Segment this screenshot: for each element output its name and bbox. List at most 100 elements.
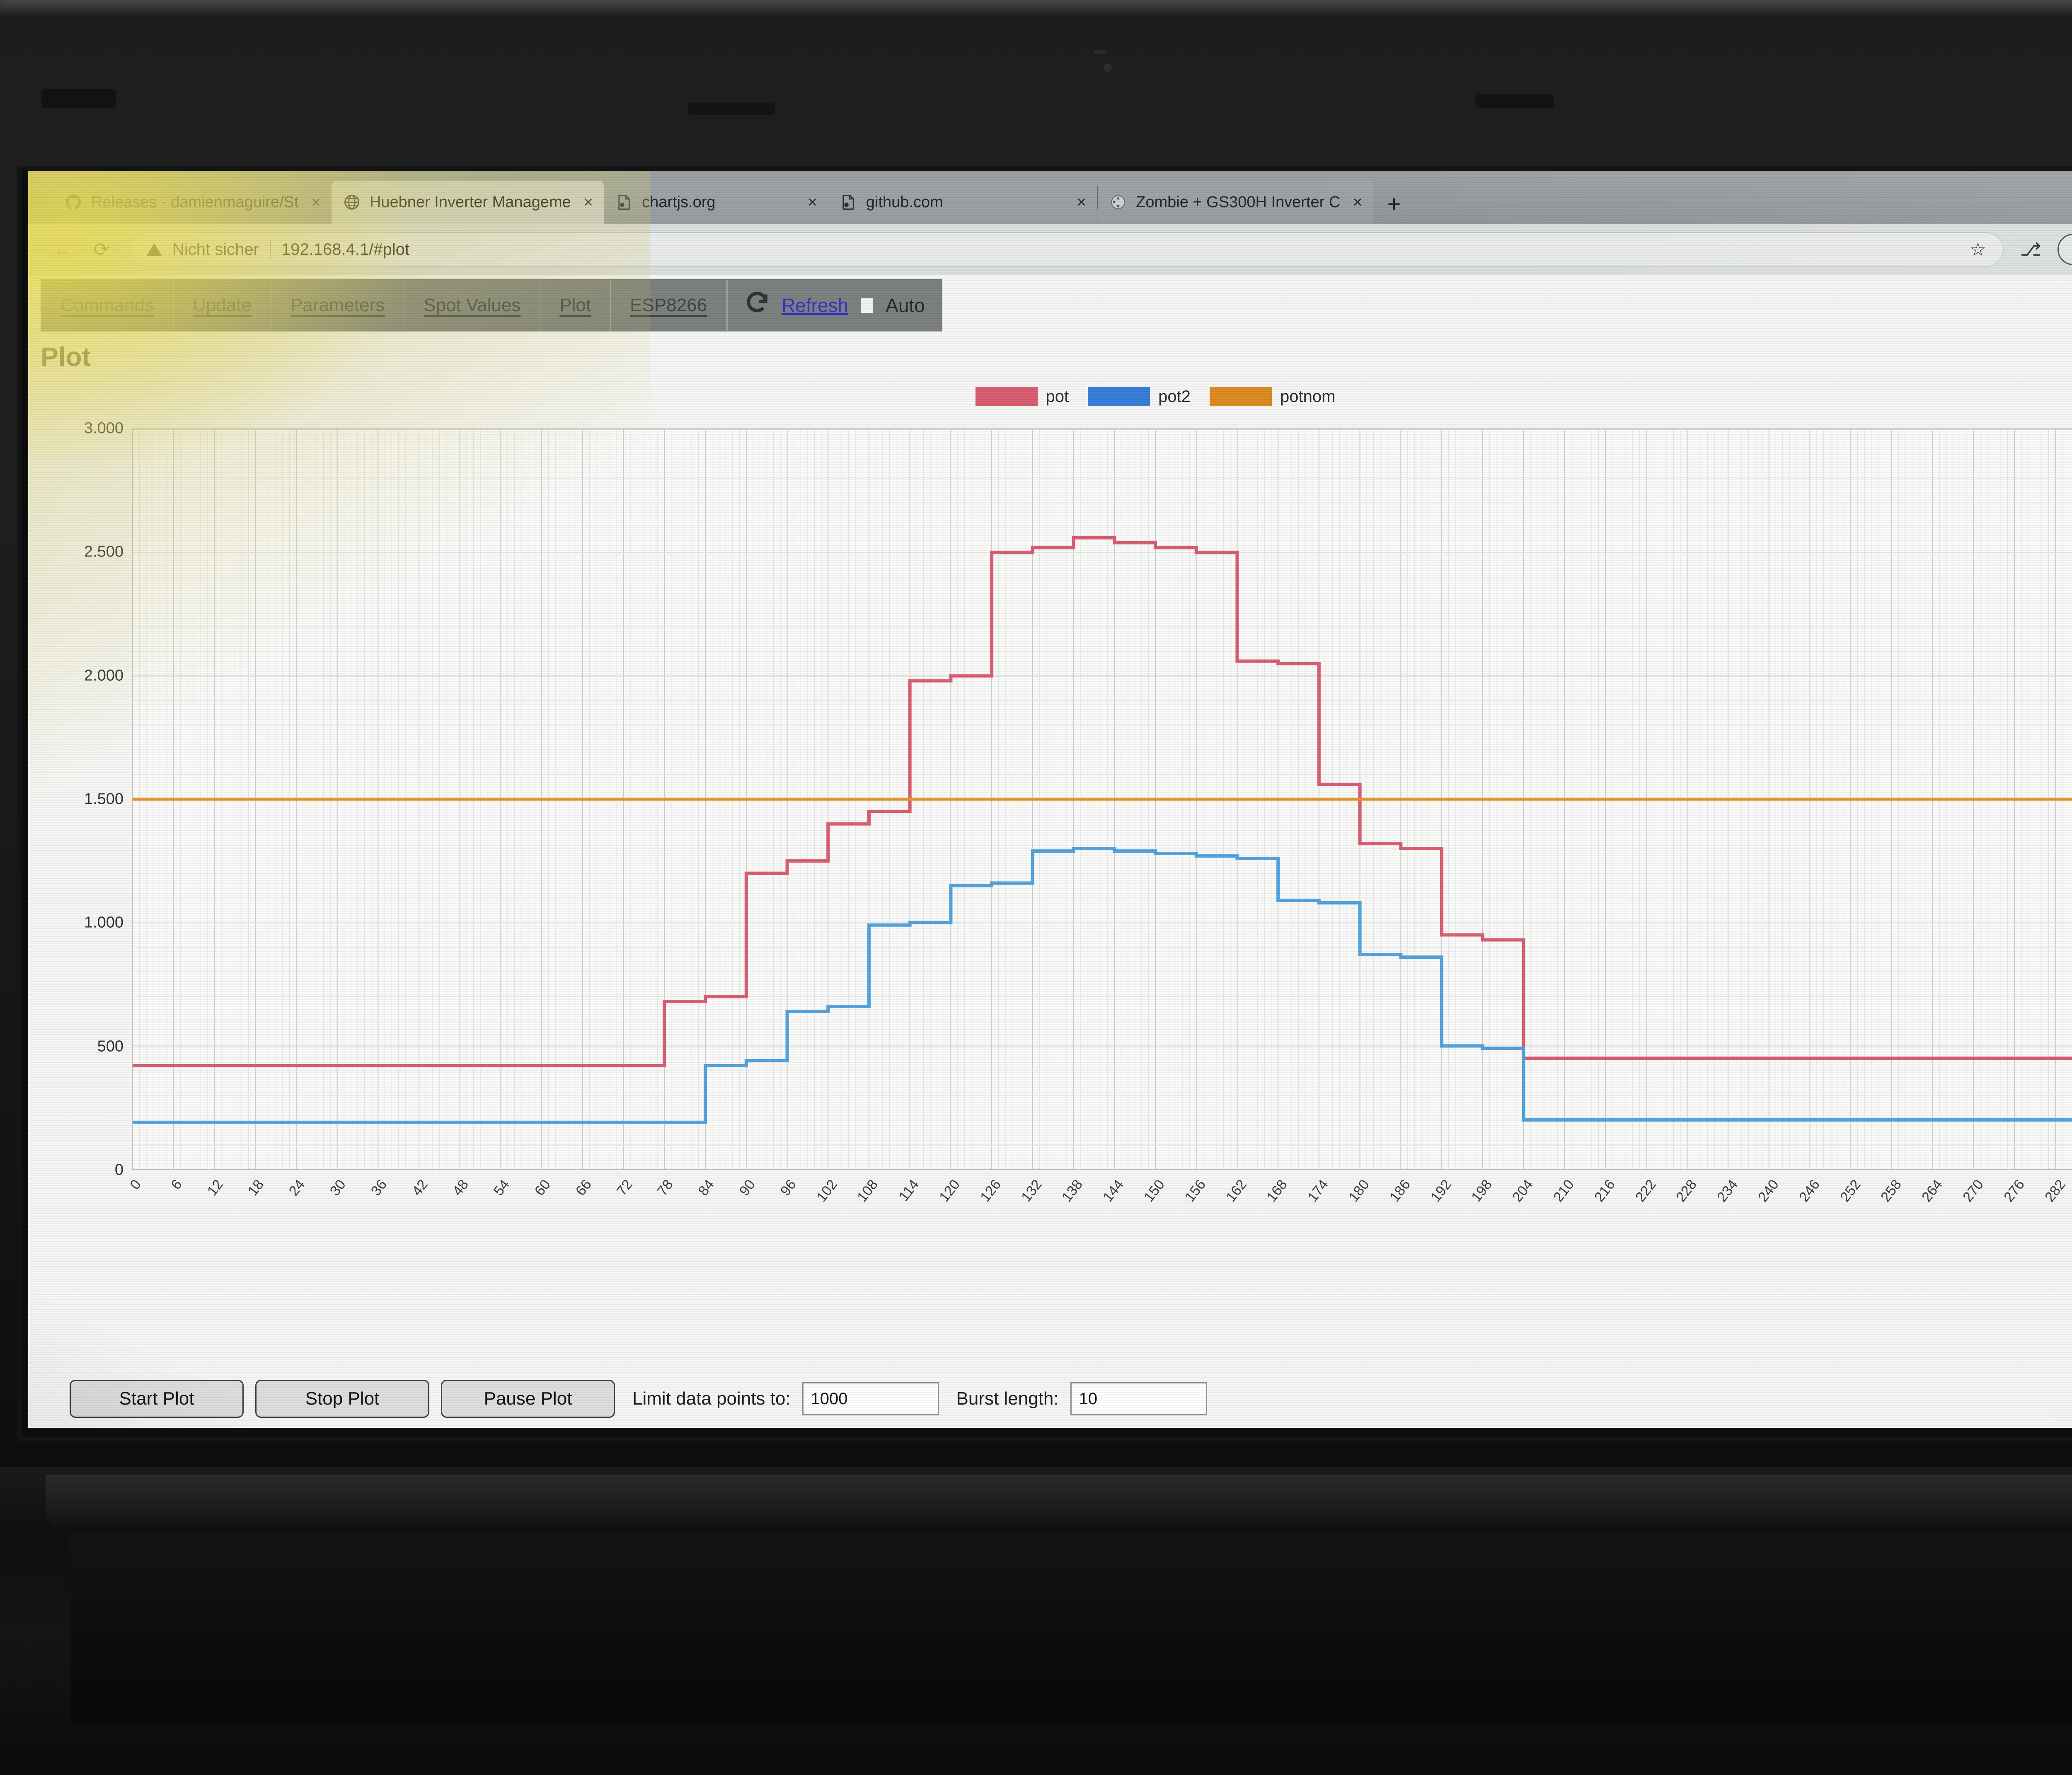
x-axis-tick: 246 (1796, 1177, 1823, 1205)
x-axis-tick: 240 (1755, 1177, 1782, 1205)
plot-controls: Start Plot Stop Plot Pause Plot Limit da… (28, 1380, 2072, 1418)
refresh-group: Refresh Auto (727, 280, 942, 331)
x-axis-tick: 162 (1222, 1177, 1250, 1205)
x-axis-tick: 96 (777, 1177, 799, 1199)
browser-tab[interactable]: Releases · damienmaguire/St × (53, 181, 332, 224)
burst-length-input[interactable] (1070, 1382, 1207, 1415)
address-bar[interactable]: Nicht sicher 192.168.4.1/#plot ☆ (129, 232, 2004, 267)
legend-item-pot[interactable]: pot (975, 387, 1069, 406)
tab-title: Huebner Inverter Manageme (369, 193, 571, 211)
x-axis-tick: 6 (168, 1177, 185, 1193)
x-axis-tick: 48 (450, 1177, 472, 1199)
legend-label: pot2 (1158, 387, 1191, 406)
x-axis-tick: 186 (1386, 1177, 1414, 1205)
tab-title: chartjs.org (642, 193, 716, 211)
legend-label: pot (1046, 387, 1069, 406)
nav-item-commands[interactable]: Commands (41, 280, 174, 331)
x-axis-tick: 282 (2041, 1177, 2069, 1205)
x-axis-tick: 210 (1550, 1177, 1577, 1205)
close-icon[interactable]: × (583, 193, 593, 211)
webcam-icon (1102, 62, 1113, 73)
x-axis-tick: 174 (1305, 1177, 1332, 1205)
y-axis-left-tick: 1.500 (84, 790, 123, 808)
reload-icon[interactable]: ⟳ (93, 239, 110, 260)
legend-swatch (975, 387, 1038, 406)
plot-svg (133, 429, 2072, 1169)
y-axis-left-labels: 3.000 2.500 2.000 1.500 1.000 500 0 (28, 420, 123, 1179)
x-axis-tick: 60 (531, 1177, 554, 1199)
legend-item-potnom[interactable]: potnom (1210, 387, 1335, 406)
x-axis-tick: 84 (695, 1177, 718, 1199)
plot-chart: pot pot2 potnom 3.000 2.500 2.000 1.500 1.00… (28, 379, 2072, 1328)
nav-item-parameters[interactable]: Parameters (271, 280, 405, 331)
bookmark-star-icon[interactable]: ☆ (1970, 239, 1986, 260)
x-axis-tick: 156 (1181, 1177, 1209, 1205)
refresh-link[interactable]: Refresh (782, 295, 849, 316)
collections-icon[interactable]: ⎇ (2020, 239, 2041, 260)
pause-plot-button[interactable]: Pause Plot (441, 1380, 615, 1418)
nav-item-update[interactable]: Update (174, 280, 271, 331)
x-axis-tick: 216 (1591, 1177, 1618, 1205)
y-axis-left-tick: 2.000 (84, 667, 123, 684)
x-axis-tick: 222 (1632, 1177, 1659, 1205)
y-axis-left-tick: 0 (114, 1161, 123, 1179)
x-axis-tick: 234 (1714, 1177, 1741, 1205)
x-axis-tick: 120 (936, 1177, 963, 1205)
x-axis-tick: 192 (1427, 1177, 1455, 1205)
x-axis-tick: 258 (1878, 1177, 1905, 1205)
browser-window: Releases · damienmaguire/St × Huebner In… (28, 171, 2072, 1428)
y-axis-left-tick: 1.000 (84, 914, 123, 931)
x-axis-tick: 24 (286, 1177, 308, 1199)
legend-swatch (1210, 387, 1272, 406)
browser-tab-active[interactable]: Huebner Inverter Manageme × (331, 181, 604, 224)
close-icon[interactable]: × (1353, 193, 1363, 211)
security-label: Nicht sicher (172, 240, 259, 259)
x-axis-tick: 66 (572, 1177, 595, 1199)
lid-notch-right (1475, 94, 1554, 108)
close-icon[interactable]: × (311, 193, 321, 211)
back-icon[interactable]: ← (53, 239, 72, 260)
tab-title: Releases · damienmaguire/St (91, 193, 299, 211)
limit-data-points-input[interactable] (802, 1382, 939, 1415)
refresh-icon[interactable] (744, 290, 770, 322)
x-axis-tick: 180 (1346, 1177, 1372, 1205)
globe-icon (343, 193, 361, 211)
stop-plot-button[interactable]: Stop Plot (255, 1380, 429, 1418)
laptop-base-lip (46, 1475, 2072, 1525)
close-icon[interactable]: × (807, 193, 817, 211)
start-plot-button[interactable]: Start Plot (70, 1380, 244, 1418)
x-axis-labels: 0 6 12 18 24 30 36 42 48 54 60 66 72 78 84 90 96 102 108 11… (127, 1174, 2072, 1249)
browser-tab[interactable]: Zombie + GS300H Inverter C × (1098, 181, 1373, 224)
browser-tab[interactable]: chartjs.org × (604, 181, 828, 224)
legend-item-pot2[interactable]: pot2 (1088, 387, 1191, 406)
y-axis-left-tick: 3.000 (84, 419, 123, 437)
new-tab-button[interactable]: + (1387, 191, 1401, 217)
close-icon[interactable]: × (1076, 193, 1087, 211)
x-axis-tick: 126 (977, 1177, 1004, 1205)
x-axis-tick: 72 (613, 1177, 636, 1199)
browser-toolbar: ← ⟳ Nicht sicher 192.168.4.1/#plot ☆ ⎇ A… (28, 224, 2072, 275)
auto-refresh-checkbox[interactable] (860, 297, 874, 314)
x-axis-tick: 78 (654, 1177, 677, 1199)
x-axis-tick: 270 (1960, 1177, 1987, 1205)
nav-item-spot-values[interactable]: Spot Values (404, 280, 541, 331)
update-browser-button[interactable]: Aktualisieren (2057, 234, 2072, 265)
x-axis-tick: 264 (1919, 1177, 1946, 1205)
tab-divider (1097, 186, 1098, 209)
nav-item-plot[interactable]: Plot (540, 280, 611, 331)
browser-tab[interactable]: github.com × (828, 181, 1097, 224)
x-axis-tick: 132 (1018, 1177, 1045, 1205)
omnibox-divider (269, 239, 271, 259)
x-axis-tick: 102 (813, 1177, 840, 1205)
nav-item-esp8266[interactable]: ESP8266 (611, 280, 727, 331)
x-axis-tick: 54 (490, 1177, 513, 1199)
app-navigation-bar: Commands Update Parameters Spot Values P… (41, 279, 942, 331)
lid-notch-left (41, 89, 116, 108)
page-title: Plot (41, 342, 91, 372)
burst-length-label: Burst length: (956, 1388, 1059, 1409)
auto-refresh-label: Auto (886, 295, 925, 316)
legend-swatch (1088, 387, 1150, 406)
x-axis-tick: 198 (1468, 1177, 1496, 1205)
legend-label: potnom (1280, 387, 1336, 406)
url-text: 192.168.4.1/#plot (281, 240, 410, 259)
